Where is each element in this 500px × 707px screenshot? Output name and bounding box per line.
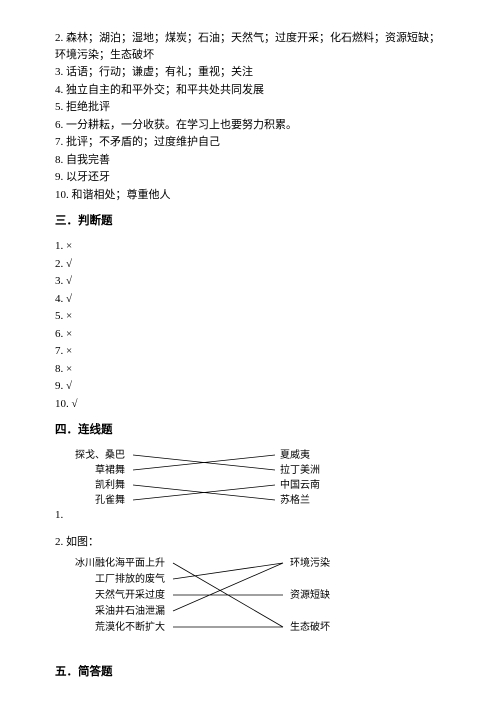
section3-title: 三．判断题 [55, 213, 445, 230]
svg-text:凯利舞: 凯利舞 [95, 478, 125, 491]
answer-item: 9. 以牙还牙 [55, 169, 445, 186]
svg-text:草裙舞: 草裙舞 [95, 463, 125, 476]
svg-text:采油井石油泄漏: 采油井石油泄漏 [95, 604, 165, 617]
q2-label: 2. 如图： [55, 534, 445, 551]
answer-item: 6. 一分耕耘，一分收获。在学习上也要努力积累。 [55, 117, 445, 134]
svg-text:夏威夷: 夏威夷 [280, 448, 310, 461]
svg-text:中国云南: 中国云南 [280, 478, 320, 491]
svg-text:冰川融化海平面上升: 冰川融化海平面上升 [75, 556, 165, 569]
svg-text:环境污染: 环境污染 [290, 556, 330, 569]
svg-text:工厂排放的废气: 工厂排放的废气 [95, 572, 165, 585]
svg-text:探戈、桑巴: 探戈、桑巴 [75, 448, 125, 461]
answer-item: 4. 独立自主的和平外交；和平共处共同发展 [55, 82, 445, 99]
section5-title: 五．简答题 [55, 664, 445, 681]
svg-text:拉丁美洲: 拉丁美洲 [280, 463, 320, 476]
judge-item: 3. √ [55, 273, 445, 290]
section2-answers: 2. 森林；湖泊；湿地；煤炭；石油；天然气；过度开采；化石燃料；资源短缺；环境污… [55, 30, 445, 203]
svg-text:孔雀舞: 孔雀舞 [95, 494, 125, 506]
judge-item: 7. × [55, 343, 445, 360]
svg-text:荒漠化不断扩大: 荒漠化不断扩大 [95, 620, 165, 633]
matching-svg-1: 探戈、桑巴草裙舞凯利舞孔雀舞 夏威夷拉丁美洲中国云南苏格兰 [65, 448, 345, 516]
answer-item: 7. 批评；不矛盾的；过度维护自己 [55, 134, 445, 151]
answer-item: 3. 话语；行动；谦虚；有礼；重视；关注 [55, 64, 445, 81]
answer-item: 5. 拒绝批评 [55, 99, 445, 116]
judge-item: 9. √ [55, 378, 445, 395]
svg-text:生态破坏: 生态破坏 [290, 620, 330, 633]
answer-item: 8. 自我完善 [55, 152, 445, 169]
judge-item: 1. × [55, 238, 445, 255]
judge-item: 4. √ [55, 291, 445, 308]
judge-item: 5. × [55, 308, 445, 325]
answer-item: 2. 森林；湖泊；湿地；煤炭；石油；天然气；过度开采；化石燃料；资源短缺；环境污… [55, 30, 445, 63]
judge-item: 8. × [55, 361, 445, 378]
judge-item: 2. √ [55, 256, 445, 273]
svg-text:苏格兰: 苏格兰 [280, 493, 310, 506]
answer-item: 10. 和谐相处；尊重他人 [55, 187, 445, 204]
svg-text:资源短缺: 资源短缺 [290, 588, 330, 601]
section3-list: 1. × 2. √ 3. √ 4. √ 5. × 6. × 7. × 8. × … [55, 238, 445, 412]
judge-item: 6. × [55, 326, 445, 343]
matching-svg-2: 冰川融化海平面上升工厂排放的废气天然气开采过度采油井石油泄漏荒漠化不断扩大 环境污… [65, 554, 355, 644]
judge-item: 10. √ [55, 396, 445, 413]
matching-chart-2: 冰川融化海平面上升工厂排放的废气天然气开采过度采油井石油泄漏荒漠化不断扩大 环境污… [65, 554, 445, 650]
svg-text:天然气开采过度: 天然气开采过度 [95, 588, 165, 601]
section4-title: 四．连线题 [55, 422, 445, 439]
